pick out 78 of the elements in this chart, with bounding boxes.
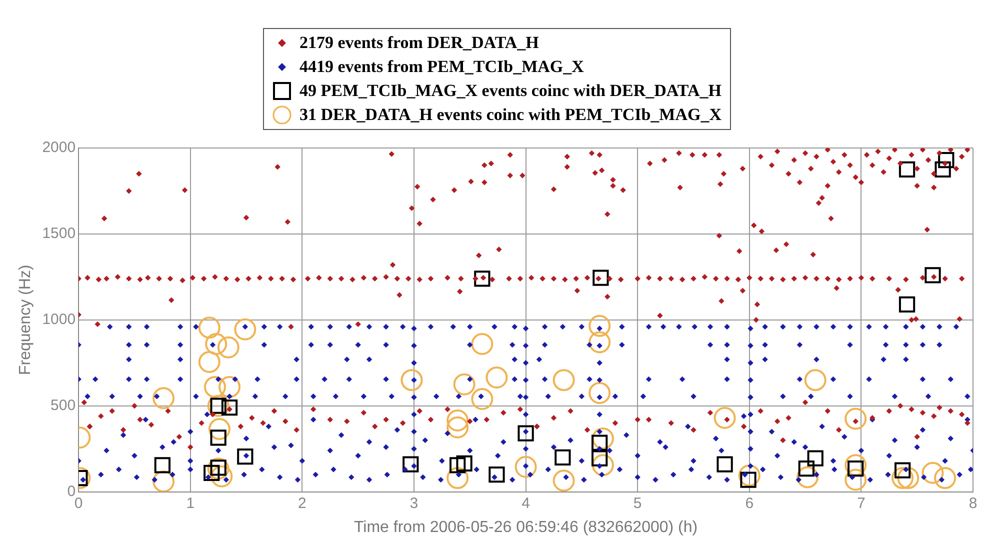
point <box>471 388 494 410</box>
point <box>798 460 814 477</box>
point <box>208 418 230 440</box>
x-axis-title: Time from 2006-05-26 06:59:46 (832662000) (h) <box>354 518 698 536</box>
point <box>474 270 490 287</box>
point <box>714 406 736 429</box>
y-tick-label: 1500 <box>42 225 76 242</box>
x-tick-label: 1 <box>186 494 195 512</box>
x-tick-label: 3 <box>410 494 418 512</box>
point <box>897 467 920 490</box>
point <box>154 457 170 474</box>
point <box>552 369 575 392</box>
point <box>210 465 233 488</box>
x-tick-label: 2 <box>298 494 306 512</box>
point <box>237 448 254 465</box>
point <box>518 425 534 442</box>
point <box>738 464 760 486</box>
point <box>922 462 944 484</box>
x-tick-label: 6 <box>745 494 754 512</box>
point <box>198 351 220 374</box>
legend-label: 31 DER_DATA_H events coinc with PEM_TCIb_MAG_X <box>300 105 722 125</box>
point <box>204 376 226 398</box>
point <box>898 161 916 178</box>
point <box>217 336 240 358</box>
point <box>488 466 505 483</box>
point <box>152 387 175 410</box>
legend-label: 49 PEM_TCIb_MAG_X events coinc with DER_DATA_H <box>300 81 722 101</box>
x-tick-label: 8 <box>968 494 978 512</box>
point <box>552 470 575 492</box>
point <box>198 316 220 339</box>
point <box>221 400 238 416</box>
point <box>402 456 419 472</box>
point <box>938 152 954 168</box>
legend-label: 4419 events from PEM_TCIb_MAG_X <box>300 57 584 77</box>
x-tick-label: 4 <box>522 494 530 512</box>
point <box>205 332 228 355</box>
x-tick-label: 5 <box>633 494 642 512</box>
legend-label: 2179 events from DER_DATA_H <box>300 33 539 53</box>
point <box>844 468 867 491</box>
point <box>592 428 614 450</box>
y-tick-label: 1000 <box>42 311 76 328</box>
point <box>588 331 611 354</box>
y-tick-label: 0 <box>67 482 76 500</box>
point <box>218 376 241 398</box>
point <box>486 366 508 388</box>
point <box>446 409 469 432</box>
point <box>450 457 466 474</box>
point <box>898 296 916 312</box>
point <box>804 369 826 392</box>
y-tick-label: 2000 <box>42 139 76 156</box>
point <box>924 267 941 284</box>
point <box>446 416 469 438</box>
point <box>207 458 230 480</box>
y-axis-title: Frequency (Hz) <box>17 264 34 376</box>
y-tick-label: 500 <box>50 396 76 414</box>
point <box>934 467 956 490</box>
point <box>588 314 611 337</box>
point <box>554 449 571 466</box>
point <box>796 466 819 488</box>
point <box>592 454 614 476</box>
point <box>592 270 609 286</box>
point <box>456 455 472 472</box>
point <box>453 373 476 396</box>
point <box>210 430 226 446</box>
point <box>514 456 537 478</box>
x-tick-label: 7 <box>857 494 866 512</box>
point <box>400 369 423 392</box>
point <box>234 318 256 340</box>
point <box>844 408 867 430</box>
point <box>844 454 867 476</box>
point <box>588 382 611 404</box>
point <box>446 467 469 490</box>
point <box>934 161 951 178</box>
point <box>892 467 914 490</box>
point <box>716 456 733 472</box>
point <box>471 332 494 355</box>
point <box>152 470 175 492</box>
point <box>807 450 824 466</box>
